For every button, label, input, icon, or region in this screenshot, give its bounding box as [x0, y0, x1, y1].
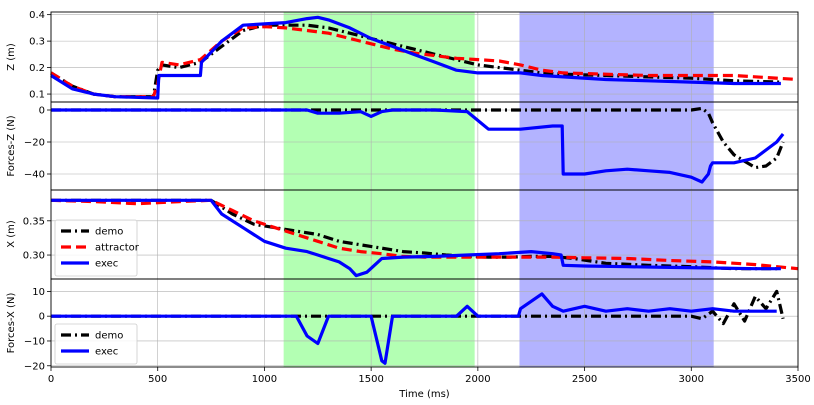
y-axis-label: Z (m) — [6, 43, 17, 71]
legend-label-exec: exec — [95, 347, 118, 358]
panel-1: 0.1 0.2 0.3 0.4 Z (m) — [6, 10, 799, 103]
legend-label-attractor: attractor — [95, 243, 140, 254]
series-exec-line — [51, 108, 785, 184]
legend: demo attractor exec — [54, 219, 140, 277]
x-tick-label: 2000 — [465, 374, 490, 385]
series-exec-line — [51, 198, 781, 278]
x-axis-label: Time (ms) — [398, 389, 450, 400]
x-tick-label: 2500 — [572, 374, 597, 385]
y-tick-label: 0.35 — [23, 216, 45, 227]
y-tick-label: 0.4 — [29, 10, 45, 21]
y-tick-label: 0.2 — [29, 63, 45, 74]
series-attractor-line — [50, 198, 799, 271]
legend: demo exec — [54, 323, 138, 365]
legend-label-exec: exec — [95, 259, 118, 270]
y-tick-label: −10 — [24, 336, 45, 347]
y-axis-label: Forces-X (N) — [6, 293, 17, 354]
y-tick-label: 0.1 — [29, 90, 45, 101]
x-tick-label: 500 — [148, 374, 167, 385]
y-tick-label: −40 — [24, 170, 45, 181]
panel-4: −20 −10 0 10 Forces-X (N) demo exec 0 500 1000 150… — [6, 278, 811, 400]
shaded-region-2 — [519, 12, 714, 367]
y-tick-label: 0.30 — [23, 251, 45, 262]
series-exec-line — [50, 15, 781, 100]
y-tick-label: 0 — [39, 106, 45, 117]
legend-label-demo: demo — [95, 227, 123, 238]
series-exec-line — [51, 292, 777, 365]
x-tick-label: 1500 — [358, 374, 383, 385]
series-demo-line — [51, 289, 785, 326]
y-tick-label: 10 — [32, 287, 45, 298]
x-tick-label: 1000 — [252, 374, 277, 385]
y-tick-label: 0 — [39, 312, 45, 323]
y-tick-label: −20 — [24, 361, 45, 372]
panel-3: 0.30 0.35 X (m) demo attractor exec — [6, 189, 799, 280]
shaded-region-1 — [283, 12, 475, 367]
legend-label-demo: demo — [95, 331, 123, 342]
x-tick-label: 0 — [48, 374, 54, 385]
y-tick-label: 0.3 — [29, 37, 45, 48]
series-demo-line — [50, 23, 781, 99]
x-tick-label: 3500 — [785, 374, 810, 385]
y-axis-label: Forces-Z (N) — [6, 115, 17, 176]
panel-frame — [50, 278, 799, 368]
y-tick-label: −20 — [24, 138, 45, 149]
series-demo-line — [51, 106, 785, 170]
y-axis-label: X (m) — [6, 220, 17, 248]
x-tick-label: 3000 — [679, 374, 704, 385]
